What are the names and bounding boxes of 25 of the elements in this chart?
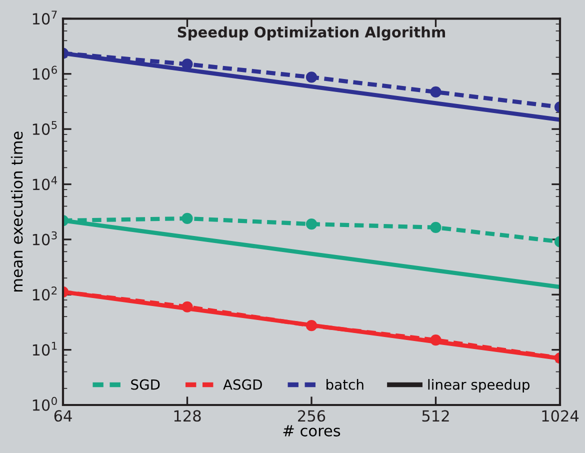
legend-label: batch — [326, 379, 364, 390]
y-tick-label: 10$^{6}$ — [32, 66, 57, 80]
x-tick-label: 256 — [298, 410, 326, 422]
y-tick-label: 10$^{0}$ — [32, 396, 57, 411]
x-tick-label: 128 — [174, 410, 201, 422]
x-tick-label: 512 — [422, 410, 449, 422]
legend-label: SGD — [131, 379, 160, 390]
y-tick-label: 10$^{1}$ — [32, 342, 57, 356]
y-tick-label: 10$^{7}$ — [32, 10, 57, 25]
point — [430, 222, 442, 233]
point — [306, 218, 318, 230]
point — [182, 212, 193, 224]
x-axis-title: # cores — [283, 425, 340, 436]
x-tick-label: 64 — [54, 410, 72, 422]
x-tick-label: 1024 — [542, 410, 579, 422]
y-tick-label: 10$^{3}$ — [32, 231, 57, 246]
legend-label: linear speedup — [428, 379, 530, 392]
point — [430, 86, 442, 98]
y-axis-title: mean execution time — [10, 132, 23, 292]
legend-label: ASGD — [223, 379, 262, 390]
y-tick-label: 10$^{5}$ — [32, 121, 57, 135]
y-tick-label: 10$^{4}$ — [32, 176, 58, 190]
y-tick-label: 10$^{2}$ — [32, 286, 57, 301]
text: Speedup Optimization Algorithm — [178, 26, 446, 41]
point — [306, 72, 318, 83]
